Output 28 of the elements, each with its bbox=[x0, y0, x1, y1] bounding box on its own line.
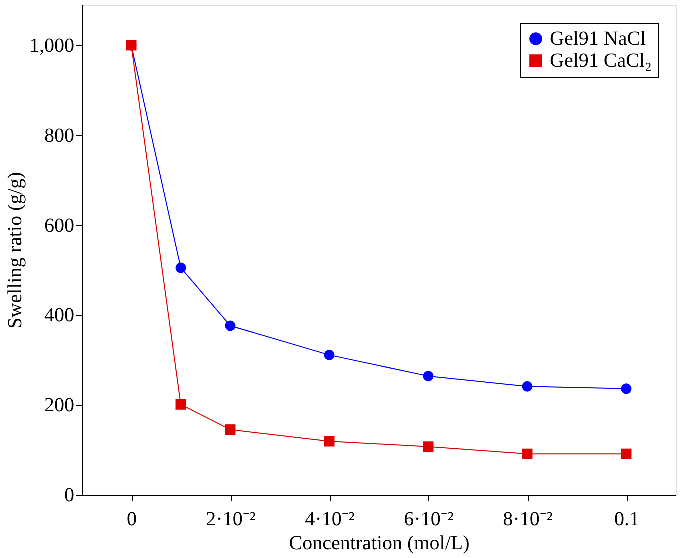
x-tick-label: 6·10⁻² bbox=[404, 508, 454, 530]
point bbox=[225, 320, 236, 332]
x-axis-title: Concentration (mol/L) bbox=[289, 532, 470, 554]
x-tick-label: 0.1 bbox=[614, 508, 640, 530]
x-tick-label: 0 bbox=[127, 508, 137, 530]
point bbox=[176, 399, 186, 410]
y-tick-label: 400 bbox=[44, 304, 74, 327]
point bbox=[324, 436, 335, 447]
x-tick-label: 8·10⁻² bbox=[503, 508, 553, 530]
point bbox=[176, 262, 186, 274]
point bbox=[522, 448, 533, 460]
y-tick-label: 1,000 bbox=[30, 34, 74, 57]
y-tick-label: 800 bbox=[44, 124, 74, 147]
y-tick-label: 600 bbox=[44, 214, 74, 237]
point bbox=[423, 442, 434, 452]
y-axis-title: Swelling ratio (g/g) bbox=[4, 172, 26, 329]
y-tick-label: 200 bbox=[44, 394, 74, 417]
point bbox=[423, 371, 434, 382]
x-tick-label: 2·10⁻² bbox=[206, 508, 256, 530]
x-tick-label: 4·10⁻² bbox=[305, 508, 355, 530]
point bbox=[621, 448, 632, 460]
point bbox=[324, 350, 335, 360]
legend-label: Gel91 NaCl bbox=[550, 28, 647, 50]
y-tick-label: 0 bbox=[64, 484, 74, 506]
legend-label: Gel91 CaCl₂ bbox=[550, 50, 652, 72]
point bbox=[225, 424, 236, 436]
point bbox=[621, 384, 632, 394]
point bbox=[522, 381, 533, 392]
